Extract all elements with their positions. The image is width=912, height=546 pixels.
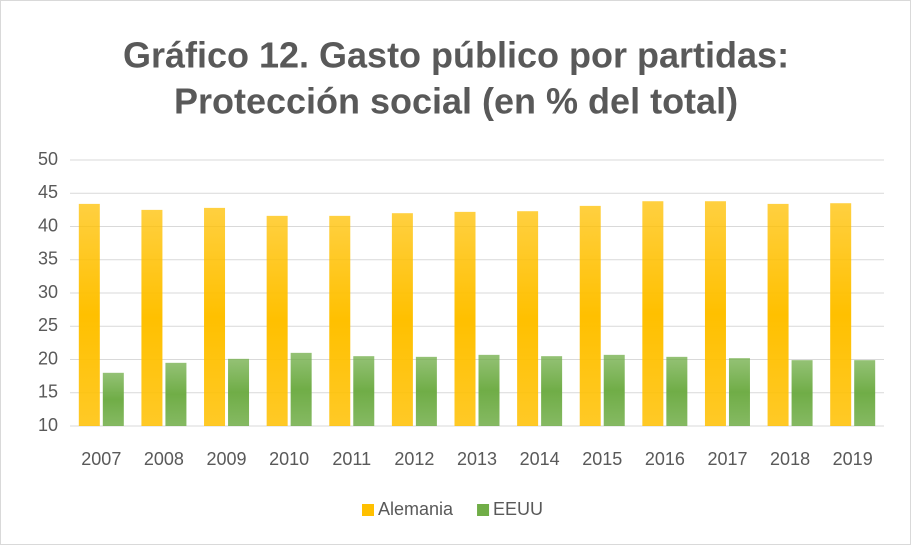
bar: [791, 360, 813, 426]
bar: [353, 356, 375, 426]
y-tick-label: 25: [38, 315, 58, 335]
y-tick-label: 50: [38, 149, 58, 169]
y-tick-label: 20: [38, 348, 58, 368]
chart-title: Protección social (en % del total): [174, 81, 738, 122]
legend-swatch: [362, 504, 374, 516]
bar: [517, 211, 539, 426]
bar: [141, 209, 163, 426]
bar: [78, 203, 100, 426]
x-tick-label: 2015: [582, 449, 622, 469]
bar: [415, 356, 437, 426]
x-tick-label: 2013: [457, 449, 497, 469]
bar: [603, 354, 625, 426]
bar: [642, 201, 664, 426]
y-tick-label: 35: [38, 249, 58, 269]
bar: [329, 215, 351, 426]
bar: [102, 372, 124, 426]
y-tick-label: 45: [38, 182, 58, 202]
x-tick-label: 2018: [770, 449, 810, 469]
legend-swatch: [477, 504, 490, 516]
bar: [854, 360, 876, 426]
bar: [266, 215, 288, 426]
bar: [454, 211, 476, 426]
bar: [541, 356, 563, 426]
legend-label: EEUU: [493, 499, 543, 519]
x-tick-label: 2019: [833, 449, 873, 469]
bar: [579, 205, 601, 426]
x-tick-label: 2014: [520, 449, 560, 469]
bar: [666, 356, 688, 426]
bar: [290, 352, 312, 426]
x-tick-label: 2016: [645, 449, 685, 469]
x-tick-label: 2007: [81, 449, 121, 469]
y-tick-label: 40: [38, 215, 58, 235]
bar: [728, 358, 750, 426]
bar: [391, 213, 413, 426]
chart-title: Gráfico 12. Gasto público por partidas:: [123, 35, 789, 76]
bar: [767, 203, 789, 426]
x-tick-label: 2010: [269, 449, 309, 469]
x-tick-label: 2017: [707, 449, 747, 469]
bar: [228, 358, 250, 426]
y-tick-label: 15: [38, 382, 58, 402]
y-tick-label: 10: [38, 415, 58, 435]
bar: [704, 201, 726, 426]
x-tick-label: 2009: [207, 449, 247, 469]
x-tick-label: 2011: [332, 449, 371, 469]
x-tick-label: 2012: [394, 449, 434, 469]
bar: [165, 362, 187, 426]
legend-label: Alemania: [378, 499, 454, 519]
x-tick-label: 2008: [144, 449, 184, 469]
y-tick-label: 30: [38, 282, 58, 302]
bar: [478, 354, 500, 426]
bar: [204, 207, 226, 426]
bar: [830, 203, 852, 426]
